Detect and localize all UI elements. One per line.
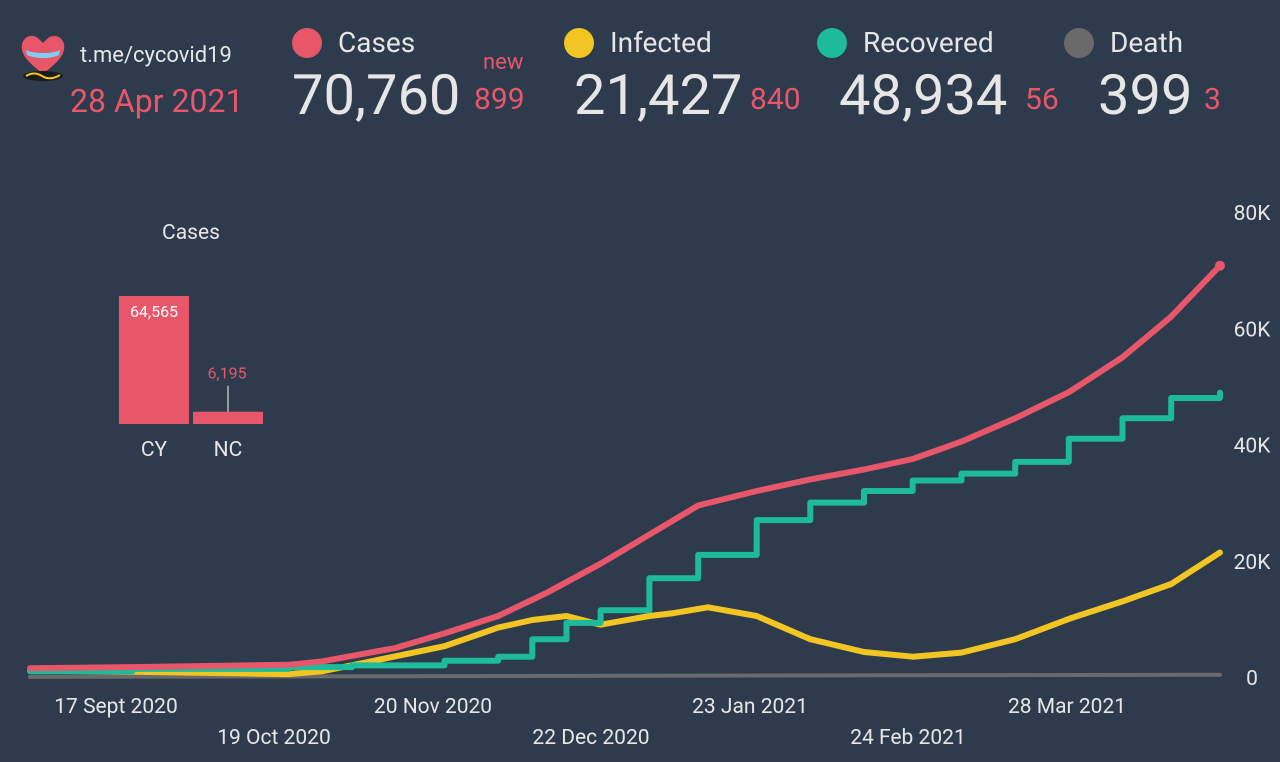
x-tick-label: 22 Dec 2020	[532, 726, 649, 750]
x-tick-label: 17 Sept 2020	[54, 695, 178, 719]
bar-value-label: 6,195	[207, 364, 246, 383]
x-tick-label: 24 Feb 2021	[850, 726, 966, 750]
y-tick-label: 60K	[1234, 318, 1272, 342]
bar-category-label: NC	[214, 438, 243, 462]
series-endpoint-cases	[1215, 261, 1225, 271]
x-tick-label: 19 Oct 2020	[217, 726, 331, 750]
x-tick-label: 20 Nov 2020	[374, 695, 492, 719]
y-tick-label: 80K	[1234, 202, 1272, 226]
y-tick-label: 40K	[1234, 435, 1272, 459]
bar-nc	[193, 412, 263, 424]
cases-bar-chart: Cases CY 64,565 NC 6,195	[119, 221, 263, 462]
bar-category-label: CY	[141, 438, 168, 462]
x-tick-label: 23 Jan 2021	[692, 695, 808, 719]
x-tick-label: 28 Mar 2021	[1008, 695, 1126, 719]
bar-value-label: 64,565	[130, 302, 178, 321]
y-tick-label: 20K	[1234, 551, 1272, 575]
cases-line-chart: 80K 60K 40K 20K 0 17 Sept 2020 19 Oct 2020 20 …	[30, 202, 1271, 750]
bar-chart-title: Cases	[162, 221, 220, 245]
y-tick-label: 0	[1246, 667, 1258, 691]
series-line-infected	[30, 553, 1220, 675]
